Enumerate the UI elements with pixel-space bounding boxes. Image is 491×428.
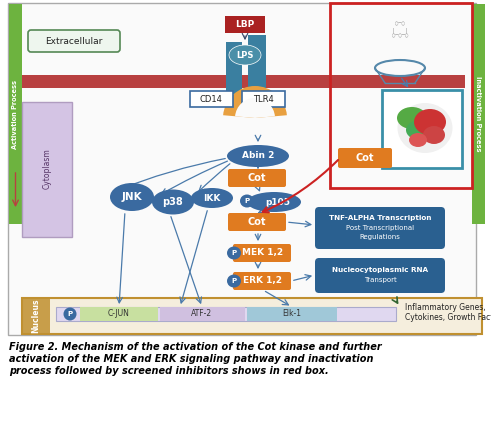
Text: Cot: Cot [248,173,266,183]
Text: MEK 1,2: MEK 1,2 [243,249,284,258]
Text: Cytokines, Growth Factors: Cytokines, Growth Factors [405,313,491,323]
Text: process followed by screened inhibitors shows in red box.: process followed by screened inhibitors … [9,366,329,376]
Wedge shape [235,98,275,118]
FancyBboxPatch shape [28,30,120,52]
FancyBboxPatch shape [315,207,445,249]
Text: IKK: IKK [203,193,220,202]
Ellipse shape [414,109,446,135]
Text: Transport: Transport [364,277,396,283]
Text: TNF-ALPHA Transcription: TNF-ALPHA Transcription [329,215,431,221]
Bar [22,75,465,88]
Ellipse shape [110,183,154,211]
Text: JNK: JNK [122,192,142,202]
Ellipse shape [409,133,427,147]
Text: Nucleocytoplasmic RNA: Nucleocytoplasmic RNA [332,267,428,273]
FancyBboxPatch shape [228,213,286,231]
Bar [22,102,72,237]
Bar [382,90,462,168]
Text: Cot: Cot [248,217,266,227]
Ellipse shape [227,247,241,259]
Bar [472,4,485,224]
Text: Figure 2. Mechanism of the activation of the Cot kinase and further: Figure 2. Mechanism of the activation of… [9,342,382,352]
Text: p38: p38 [163,197,183,207]
FancyBboxPatch shape [233,244,291,262]
Text: Inflammatory Genes,: Inflammatory Genes, [405,303,486,312]
Ellipse shape [227,145,289,167]
Wedge shape [223,86,287,118]
Ellipse shape [229,45,261,65]
Text: P: P [231,278,237,284]
Text: P: P [245,198,249,204]
Text: Cot: Cot [356,153,374,163]
Text: Nucleus: Nucleus [31,299,40,333]
FancyBboxPatch shape [233,272,291,290]
Text: TLR4: TLR4 [253,95,273,104]
Bar [80,307,158,321]
Text: Abin 2: Abin 2 [242,152,274,160]
Bar [226,42,242,94]
Text: Activation Process: Activation Process [12,80,19,149]
Ellipse shape [63,307,77,321]
Text: P: P [67,311,73,317]
Text: LBP: LBP [235,20,255,29]
Text: ERK 1,2: ERK 1,2 [244,276,282,285]
Bar [8,3,476,335]
Bar [190,91,233,107]
Bar [9,4,22,224]
Text: Post Transcriptional: Post Transcriptional [346,225,414,231]
Bar [160,307,245,321]
Text: ○─○
|   |
○─○─○: ○─○ | | ○─○─○ [392,21,408,39]
Bar [22,298,50,334]
Bar [225,16,265,33]
Text: Elk-1: Elk-1 [282,309,301,318]
Ellipse shape [240,194,254,208]
Bar [56,307,396,321]
Text: CD14: CD14 [199,95,222,104]
Ellipse shape [406,120,434,140]
Text: ATF-2: ATF-2 [191,309,213,318]
Bar [242,91,285,107]
Text: P: P [231,250,237,256]
Text: Inactivation Process: Inactivation Process [475,76,482,152]
Bar [247,307,337,321]
Ellipse shape [152,190,194,214]
Ellipse shape [227,274,241,288]
FancyBboxPatch shape [338,148,392,168]
Text: activation of the MEK and ERK signaling pathway and inactivation: activation of the MEK and ERK signaling … [9,354,374,364]
Text: Extracellular: Extracellular [45,36,103,45]
FancyBboxPatch shape [228,169,286,187]
FancyBboxPatch shape [315,258,445,293]
Bar [330,3,472,188]
Text: Regulations: Regulations [359,234,401,240]
Ellipse shape [247,192,301,212]
Text: LPS: LPS [236,51,254,59]
Text: C-JUN: C-JUN [108,309,130,318]
Bar [248,35,266,94]
Text: Cytoplasm: Cytoplasm [43,149,52,189]
Ellipse shape [397,107,427,129]
Ellipse shape [191,188,233,208]
Bar [22,298,482,334]
Ellipse shape [398,103,453,153]
Text: p105: p105 [266,197,291,206]
Ellipse shape [423,126,445,144]
